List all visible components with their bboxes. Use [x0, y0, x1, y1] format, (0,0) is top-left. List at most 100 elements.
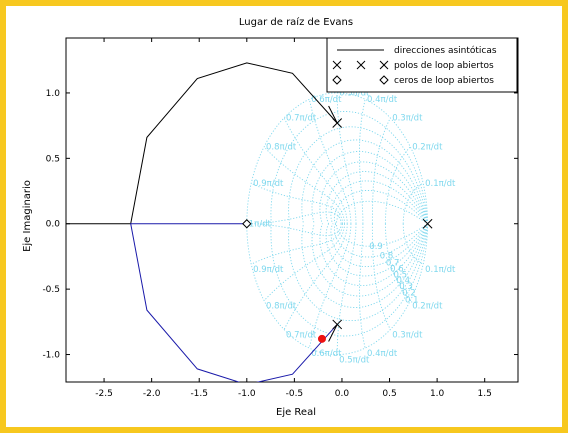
unit-circle — [246, 92, 429, 355]
markers-layer — [242, 118, 433, 343]
damping-curve — [301, 223, 429, 308]
damping-curve — [319, 161, 429, 224]
damping-curve — [333, 190, 428, 225]
y-tick-label: 1.0 — [46, 89, 61, 99]
y-tick-label: 0.5 — [46, 154, 60, 164]
open-loop-zero-marker — [242, 219, 252, 229]
legend-entry-poles: polos de loop abiertos — [394, 61, 494, 71]
frequency-curve — [336, 223, 357, 355]
series-layer — [66, 62, 338, 382]
damping-curve — [319, 223, 429, 287]
figure-window: 0.1 0.2 0.3 0.4 0.5 0.6 0.7 0.8 0.9 0.1π/dt 0.1π/d… — [6, 6, 562, 427]
damping-curve — [330, 180, 428, 225]
x-tick-label: 1.5 — [478, 389, 492, 399]
damping-curve — [336, 200, 428, 225]
x-tick-label: -1.0 — [238, 389, 256, 399]
open-loop-pole-marker — [332, 118, 343, 128]
frequency-curve — [384, 223, 411, 301]
frequency-curve — [308, 99, 352, 224]
frequency-label: 0.2π/dt — [412, 143, 443, 153]
damping-label: 0.5 — [394, 270, 408, 280]
frequency-label: 0.9π/dt — [253, 265, 284, 275]
damping-curve — [311, 223, 429, 297]
frequency-label: 0.4π/dt — [367, 349, 398, 359]
y-tick-label: -0.5 — [42, 285, 60, 295]
frequency-label: 0.9π/dt — [253, 179, 284, 189]
frequency-curve — [371, 223, 391, 330]
axes-box — [65, 37, 519, 383]
frequency-label: 0.6π/dt — [311, 349, 342, 359]
axis-ticks: -2.5 -2.0 -1.5 -1.0 -0.5 0.0 0.5 1.0 1.51.00.50.… — [42, 38, 518, 399]
damping-curve — [270, 223, 429, 337]
frequency-curve — [402, 182, 424, 224]
chart-title: Lugar de raíz de Evans — [239, 16, 353, 28]
y-tick-label: 0.0 — [46, 220, 61, 230]
frequency-curve — [283, 117, 348, 224]
damping-curve — [301, 139, 429, 224]
damping-curve — [288, 126, 429, 224]
frequency-label: 0.7π/dt — [286, 114, 317, 124]
damping-curve — [336, 223, 428, 247]
frequency-curve — [371, 117, 391, 224]
x-tick-label: -1.5 — [190, 389, 208, 399]
frequency-label: 0.3π/dt — [392, 114, 423, 124]
damping-curve — [288, 223, 429, 322]
asymptote-line — [328, 324, 338, 342]
frequency-curve — [358, 99, 366, 224]
damping-curve — [311, 151, 429, 224]
open-loop-pole-marker — [422, 218, 433, 229]
asymptote-line — [328, 105, 338, 124]
frequency-curve — [283, 223, 348, 330]
legend-diamond-swatch — [332, 75, 389, 85]
damping-label: 0.7 — [386, 259, 400, 269]
x-tick-label: 0.0 — [335, 389, 350, 399]
damping-curve — [270, 111, 429, 224]
y-tick-label: -1.0 — [42, 351, 60, 361]
frequency-label: 0.3π/dt — [392, 330, 423, 340]
legend-cross-swatch — [332, 60, 389, 70]
frequency-curve — [308, 223, 352, 349]
damping-label: 0.6 — [390, 265, 404, 275]
damping-label: 0.2 — [402, 289, 416, 299]
frequency-curve — [263, 223, 345, 301]
frequency-label: 0.4π/dt — [367, 95, 398, 105]
frequency-label: 0.1π/dt — [425, 265, 456, 275]
damping-label: 0.9 — [369, 242, 383, 252]
frequency-label: 0.1π/dt — [425, 179, 456, 189]
open-loop-pole-marker — [332, 319, 343, 330]
legend: direcciones asintóticas polos de loop ab… — [326, 37, 518, 93]
legend-entry-asymptotes: direcciones asintóticas — [394, 45, 497, 56]
frequency-label: 0.8π/dt — [266, 302, 297, 312]
frequency-label: 0.7π/dt — [286, 330, 317, 340]
frequency-label: 1π/dt — [249, 219, 272, 229]
frequency-label: 0.2π/dt — [412, 302, 443, 312]
frequency-label: 0.8π/dt — [266, 143, 297, 153]
selected-point-marker[interactable] — [317, 334, 326, 343]
frequency-label: 0.6π/dt — [311, 95, 342, 105]
x-tick-label: -2.0 — [143, 389, 161, 399]
damping-label: 0.8 — [380, 252, 394, 262]
damping-label: 0.4 — [397, 276, 411, 286]
damping-curve — [325, 171, 428, 224]
x-tick-label: 0.5 — [382, 389, 396, 399]
x-tick-label: 1.0 — [430, 389, 445, 399]
root-locus-plot: 0.10.20.30.40.50.60.70.80.90.1π/dt0.1π/d… — [22, 16, 519, 418]
frequency-curve — [358, 223, 366, 349]
locus-branch-lower — [130, 223, 338, 382]
frequency-curve — [402, 223, 424, 265]
damping-curve — [325, 223, 428, 277]
x-axis-label: Eje Real — [276, 407, 316, 418]
frequency-curve — [384, 146, 411, 224]
frequency-curve — [246, 223, 342, 236]
x-tick-label: -0.5 — [286, 389, 304, 399]
legend-entry-zeros: ceros de loop abiertos — [394, 76, 494, 86]
frequency-curve — [263, 146, 345, 224]
damping-label: 0.1 — [405, 296, 419, 306]
frequency-curve — [336, 92, 357, 224]
x-tick-label: -2.5 — [95, 389, 113, 399]
legend-box — [326, 37, 518, 93]
frequency-label: 0.5π/dt — [339, 355, 370, 365]
damping-label: 0.3 — [399, 282, 413, 292]
zgrid-layer: 0.10.20.30.40.50.60.70.80.9 0.1π/dt 0.1π/d… — [246, 89, 456, 365]
y-axis-label: Eje Imaginario — [22, 180, 33, 252]
